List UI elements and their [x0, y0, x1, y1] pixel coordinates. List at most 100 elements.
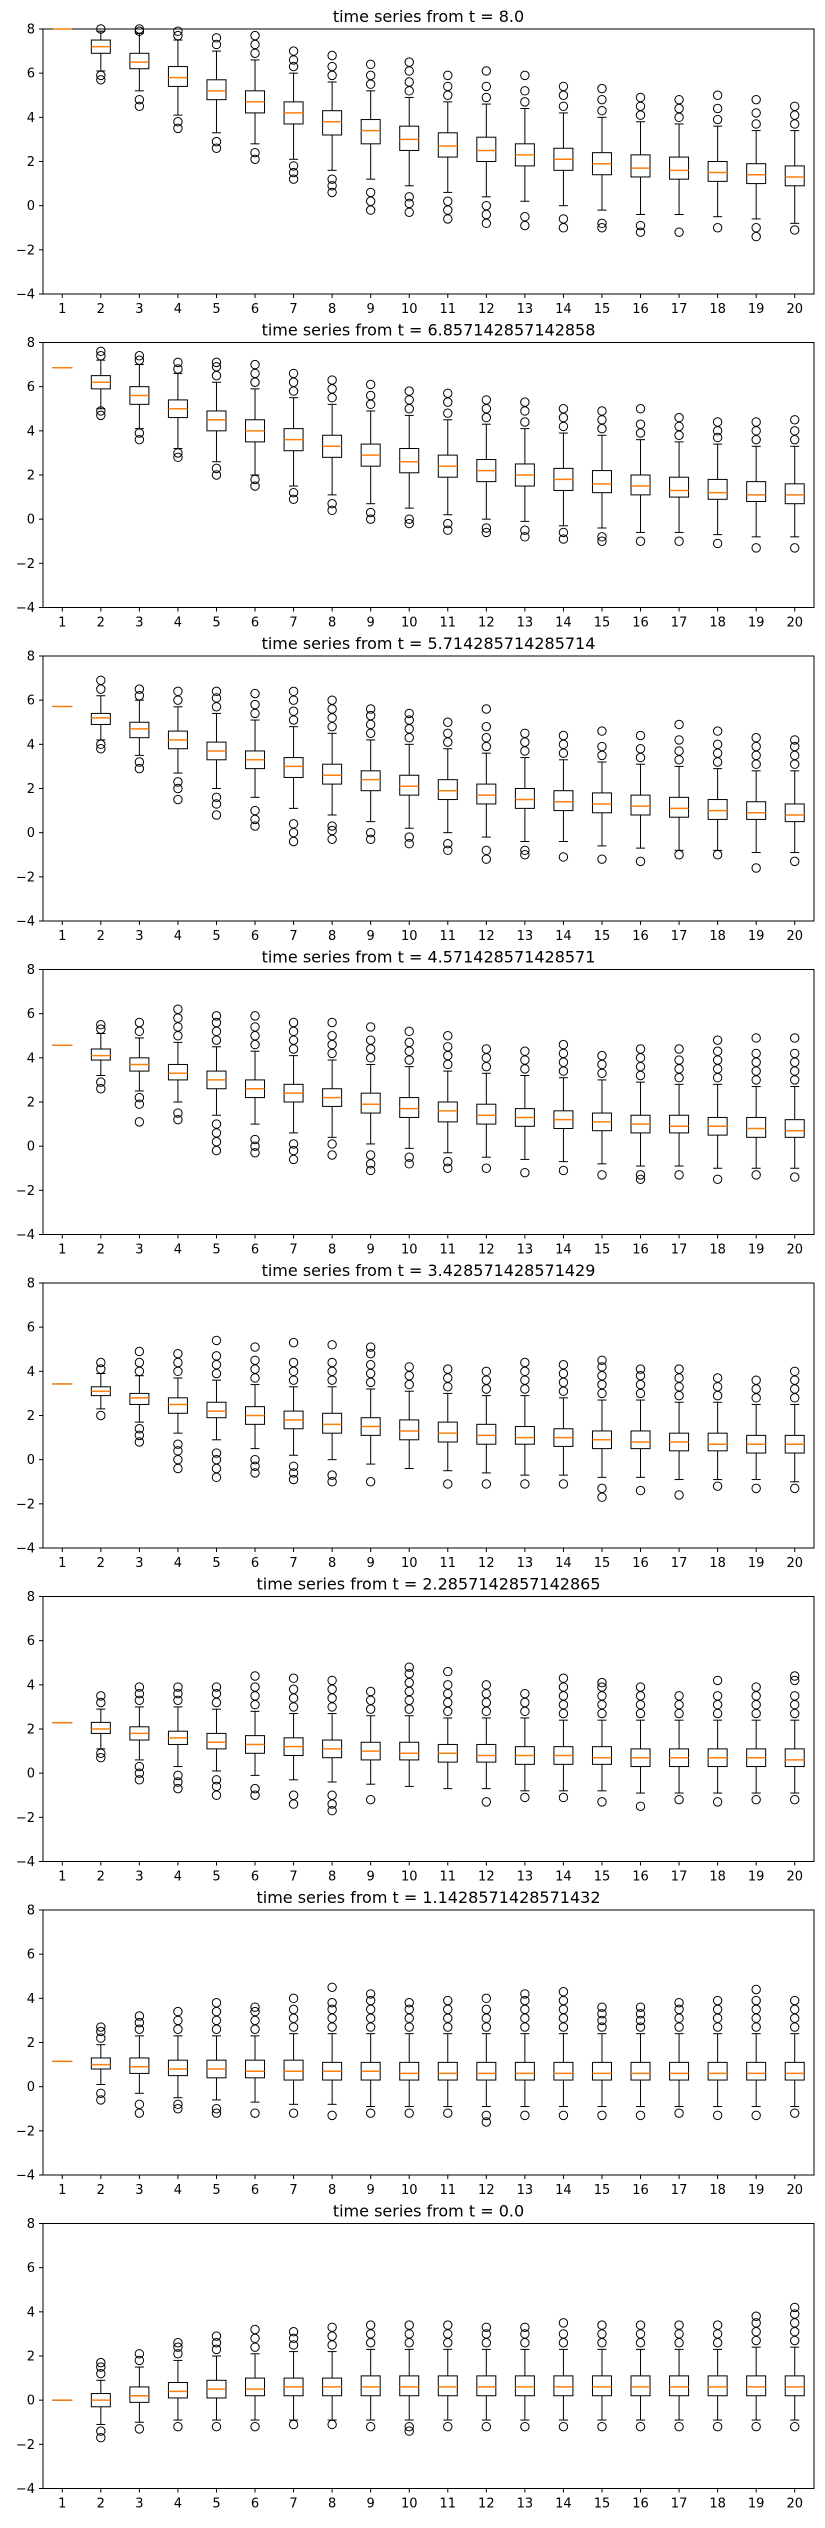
flier-point	[134, 355, 145, 365]
flier-point	[790, 225, 800, 235]
flier-point	[173, 2024, 183, 2034]
flier-point	[558, 1700, 569, 1710]
flier-point	[558, 1039, 569, 1050]
flier-point	[481, 218, 492, 229]
axes-frame	[42, 2223, 815, 2489]
flier-point	[481, 66, 492, 76]
x-tick-label: 6	[251, 1870, 259, 1885]
box	[129, 52, 150, 70]
flier-point	[635, 110, 646, 120]
box	[669, 156, 690, 180]
flier-point	[635, 1700, 646, 1710]
flier-point	[712, 2013, 723, 2023]
flier-point	[712, 426, 723, 436]
x-tick-label: 8	[328, 929, 336, 944]
flier-point	[712, 1700, 723, 1710]
y-tick-label: −4	[16, 601, 35, 616]
x-tick-label: 20	[786, 2183, 803, 2198]
flier-point	[674, 2108, 684, 2118]
flier-point	[597, 2009, 607, 2019]
flier-point	[404, 1159, 414, 1169]
flier-point	[327, 1017, 337, 1028]
flier-point	[674, 1794, 684, 1805]
flier-point	[327, 2322, 337, 2332]
flier-point	[327, 1702, 337, 1712]
flier-point	[288, 487, 299, 498]
flier-point	[365, 379, 376, 390]
flier-point	[327, 1139, 337, 1149]
flier-point	[712, 2320, 723, 2330]
x-tick-label: 10	[401, 2497, 418, 2512]
flier-point	[520, 850, 530, 860]
y-tick-label: −4	[16, 1542, 35, 1557]
flier-point	[635, 2110, 646, 2121]
x-tick-label: 4	[174, 1556, 182, 1571]
x-tick-label: 2	[97, 616, 105, 631]
flier-point	[211, 693, 222, 703]
y-tick-label: 6	[27, 1948, 35, 1963]
flier-point	[558, 421, 569, 432]
x-tick-label: 13	[517, 1243, 534, 1258]
box	[591, 2375, 612, 2397]
flier-point	[635, 1379, 646, 1390]
chart-title: time series from t = 0.0	[333, 2202, 524, 2221]
flier-point	[211, 810, 222, 820]
flier-point	[597, 1068, 607, 1078]
flier-point	[250, 1373, 260, 1383]
x-tick-label: 5	[212, 1870, 220, 1885]
flier-point	[635, 419, 646, 429]
flier-point	[96, 2426, 106, 2436]
flier-point	[443, 2329, 453, 2339]
flier-point	[481, 741, 492, 752]
x-tick-label: 7	[289, 1556, 297, 1571]
flier-point	[327, 499, 337, 509]
flier-point	[751, 1691, 761, 1701]
flier-point	[443, 1163, 453, 1173]
flier-point	[674, 1700, 684, 1710]
flier-point	[250, 1039, 260, 1050]
flier-point	[211, 1472, 222, 1483]
flier-point	[635, 227, 646, 237]
flier-point	[365, 2338, 376, 2348]
y-tick-label: −2	[16, 243, 35, 258]
flier-point	[674, 735, 684, 745]
flier-point	[674, 112, 684, 123]
flier-point	[327, 1150, 337, 1160]
flier-point	[211, 1688, 222, 1699]
flier-point	[404, 1695, 414, 1705]
flier-point	[404, 198, 414, 209]
flier-point	[96, 1410, 106, 1421]
flier-point	[790, 1033, 800, 1043]
flier-point	[635, 2009, 646, 2019]
flier-point	[597, 2320, 607, 2330]
flier-point	[558, 1377, 569, 1388]
flier-point	[250, 708, 260, 719]
x-tick-label: 4	[174, 616, 182, 631]
box	[669, 1114, 690, 1134]
flier-point	[481, 1680, 492, 1690]
flier-point	[250, 1461, 260, 1471]
flier-point	[211, 136, 222, 147]
x-tick-label: 11	[440, 1870, 457, 1885]
flier-point	[96, 2357, 106, 2368]
flier-point	[404, 1037, 414, 1048]
x-tick-label: 15	[594, 616, 611, 631]
flier-point	[96, 675, 106, 685]
flier-point	[751, 1375, 761, 1385]
flier-point	[520, 1688, 530, 1699]
chart-title: time series from t = 3.428571428571429	[262, 1261, 596, 1280]
flier-point	[635, 1371, 646, 1381]
flier-point	[712, 1055, 723, 1065]
flier-point	[173, 1454, 183, 1465]
flier-point	[597, 1371, 607, 1381]
flier-point	[404, 832, 414, 842]
flier-point	[751, 1682, 761, 1692]
box	[707, 1432, 728, 1452]
flier-point	[365, 1989, 376, 1999]
x-tick-label: 19	[748, 1556, 765, 1571]
flier-point	[250, 1355, 260, 1365]
flier-point	[173, 2421, 183, 2432]
flier-point	[96, 24, 106, 34]
chart-title: time series from t = 8.0	[333, 7, 524, 26]
box	[129, 721, 150, 739]
